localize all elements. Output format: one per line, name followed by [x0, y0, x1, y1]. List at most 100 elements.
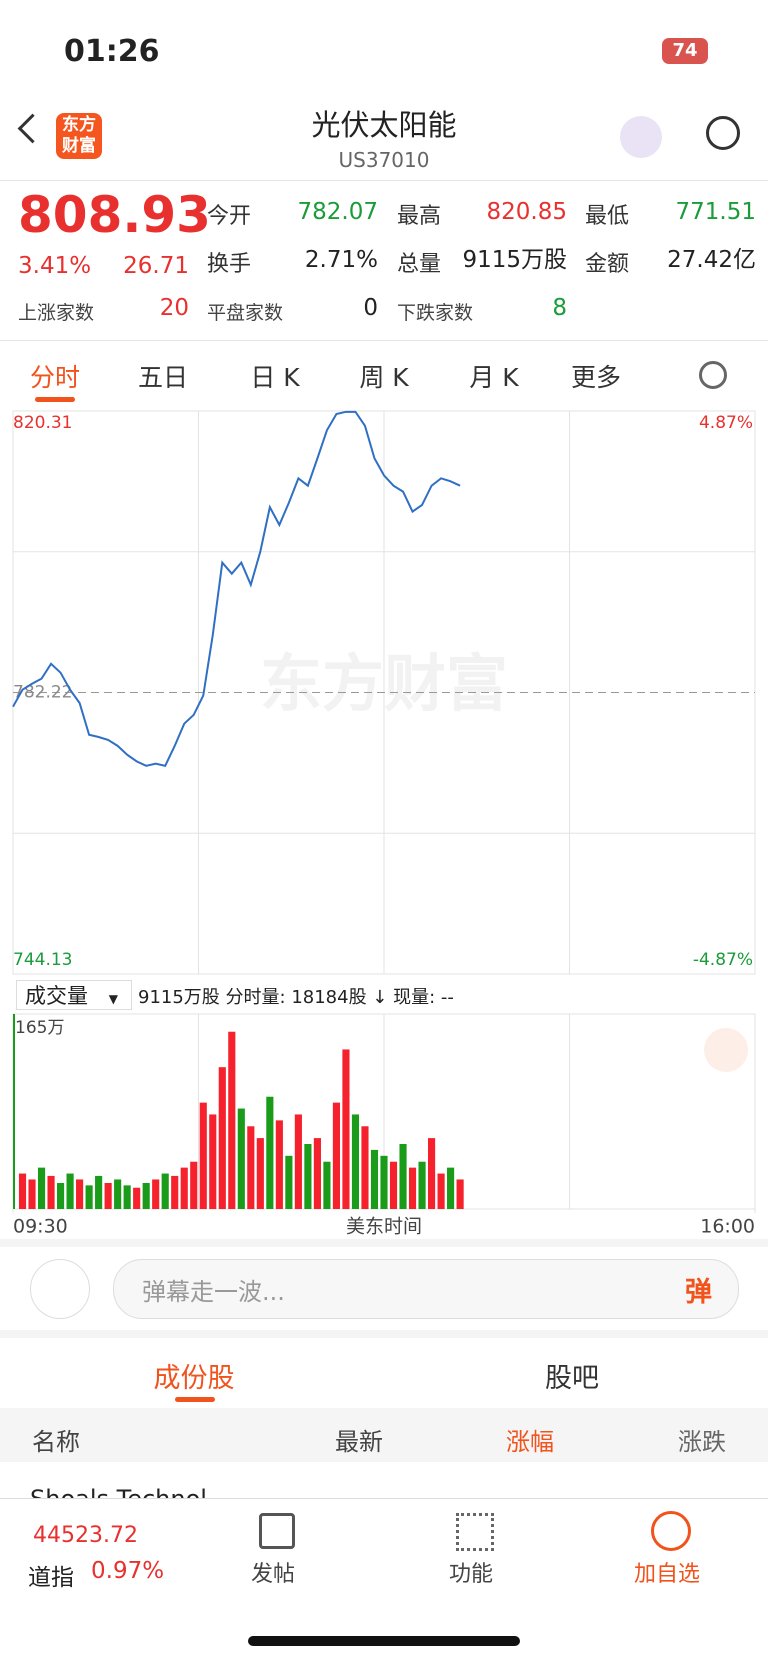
- stat-label: 换手: [207, 252, 252, 277]
- watermark: 东方财富: [260, 647, 508, 720]
- volume-bar: [228, 1031, 236, 1209]
- danmu-button[interactable]: 弹: [685, 1277, 712, 1308]
- selector-text: 成交量: [25, 984, 88, 1008]
- volume-bar: [456, 1179, 464, 1209]
- plot-frame: [12, 1013, 756, 1210]
- stat-value: 27.42亿: [667, 247, 756, 273]
- volume-bar: [142, 1183, 150, 1209]
- volume-bar: [85, 1185, 93, 1209]
- volume-bar: [332, 1102, 341, 1209]
- danmu-toggle[interactable]: [30, 1259, 90, 1319]
- tab[interactable]: 分时: [29, 363, 81, 392]
- post-icon[interactable]: [259, 1513, 295, 1549]
- stat-label: 最低: [585, 204, 630, 229]
- logo: 东方财富: [56, 113, 102, 159]
- placeholder: 弹幕走一波...: [142, 1278, 285, 1306]
- volume-bar: [171, 1175, 179, 1209]
- volume-bar: [370, 1149, 379, 1209]
- change-pct: 3.41%: [18, 253, 92, 279]
- volume-bar: [76, 1179, 84, 1209]
- y-tick-label: 165万: [15, 1018, 64, 1038]
- volume-bar: [95, 1175, 103, 1209]
- volume-bar: [114, 1179, 122, 1209]
- volume-bar: [323, 1161, 331, 1209]
- home-indicator: [248, 1636, 520, 1646]
- tab[interactable]: 日 K: [250, 363, 300, 392]
- table-row[interactable]: Shoals Technol: [30, 1482, 330, 1498]
- nav-item[interactable]: 功能: [449, 1562, 494, 1587]
- y-tick-label: 782.22: [13, 683, 72, 703]
- settings-button[interactable]: [699, 361, 727, 389]
- stock-code: US37010: [338, 148, 430, 172]
- avatar[interactable]: [620, 116, 662, 158]
- x-tick-label: 09:30: [13, 1216, 68, 1238]
- stat-value: 771.51: [675, 199, 756, 225]
- volume-bar: [399, 1144, 407, 1209]
- volume-bar: [104, 1183, 112, 1209]
- volume-bar: [427, 1138, 436, 1209]
- nav-item[interactable]: 加自选: [634, 1562, 701, 1587]
- column-header[interactable]: 涨幅: [506, 1428, 554, 1456]
- volume-bar: [37, 1167, 46, 1209]
- stat-label: 今开: [207, 204, 252, 229]
- stat-label: 最高: [397, 204, 442, 229]
- comment-input[interactable]: [113, 1259, 739, 1319]
- column-header[interactable]: 最新: [335, 1428, 383, 1456]
- volume-bar: [13, 1014, 15, 1209]
- tab-underline: [175, 1397, 215, 1402]
- volume-info: 9115万股 分时量: 18184股 ↓ 现量: --: [138, 987, 454, 1008]
- volume-bar: [437, 1173, 445, 1209]
- count-label: 下跌家数: [397, 302, 474, 324]
- function-icon[interactable]: [456, 1513, 494, 1551]
- volume-bar: [237, 1108, 245, 1209]
- volume-bar: [294, 1114, 302, 1209]
- volume-bar: [313, 1138, 321, 1209]
- volume-bar: [47, 1175, 55, 1209]
- section-tab[interactable]: 成份股: [153, 1363, 235, 1394]
- add-icon[interactable]: [651, 1511, 691, 1551]
- column-header[interactable]: 名称: [32, 1428, 80, 1456]
- stat-label: 总量: [397, 252, 442, 277]
- tab[interactable]: 周 K: [359, 363, 409, 392]
- volume-bar: [28, 1179, 36, 1209]
- table-header: [0, 1408, 768, 1462]
- y2-tick-label: 4.87%: [699, 413, 753, 433]
- volume-bar: [447, 1167, 455, 1209]
- tab[interactable]: 月 K: [469, 363, 519, 392]
- plot-frame: [12, 410, 756, 975]
- index-name[interactable]: 道指: [28, 1565, 74, 1591]
- count-label: 上涨家数: [18, 302, 95, 324]
- tab[interactable]: 更多: [570, 363, 622, 392]
- volume-bar: [209, 1114, 217, 1209]
- stat-value: 2.71%: [304, 247, 378, 273]
- battery: 74: [662, 38, 708, 64]
- volume-bar: [408, 1167, 417, 1209]
- index-change[interactable]: 0.97%: [91, 1558, 165, 1584]
- nav-item[interactable]: 发帖: [251, 1562, 296, 1587]
- y2-tick-label: -4.87%: [693, 950, 753, 970]
- count-value: 0: [363, 295, 378, 321]
- stat-value: 820.85: [486, 199, 567, 225]
- expand-button[interactable]: [704, 1028, 748, 1072]
- divider: [0, 1239, 768, 1247]
- volume-bar: [180, 1167, 188, 1209]
- search-button[interactable]: [706, 116, 740, 150]
- volume-bar: [361, 1126, 369, 1209]
- volume-selector[interactable]: 成交量 ▼: [16, 980, 132, 1010]
- column-header[interactable]: 涨跌: [678, 1428, 726, 1456]
- volume-bar: [256, 1138, 264, 1209]
- volume-bar: [351, 1114, 360, 1209]
- volume-bar: [152, 1179, 160, 1209]
- y-tick-label: 820.31: [13, 413, 72, 433]
- index-value[interactable]: 44523.72: [33, 1523, 138, 1548]
- section-tab[interactable]: 股吧: [545, 1363, 599, 1394]
- volume-bar: [56, 1183, 65, 1209]
- divider: [0, 340, 768, 341]
- volume-bar: [380, 1155, 388, 1209]
- tab[interactable]: 五日: [137, 363, 189, 392]
- volume-bar: [285, 1155, 293, 1209]
- count-value: 8: [552, 295, 567, 321]
- status-time: 01:26: [64, 34, 160, 69]
- price: 808.93: [18, 186, 211, 244]
- change: 26.71: [123, 253, 189, 279]
